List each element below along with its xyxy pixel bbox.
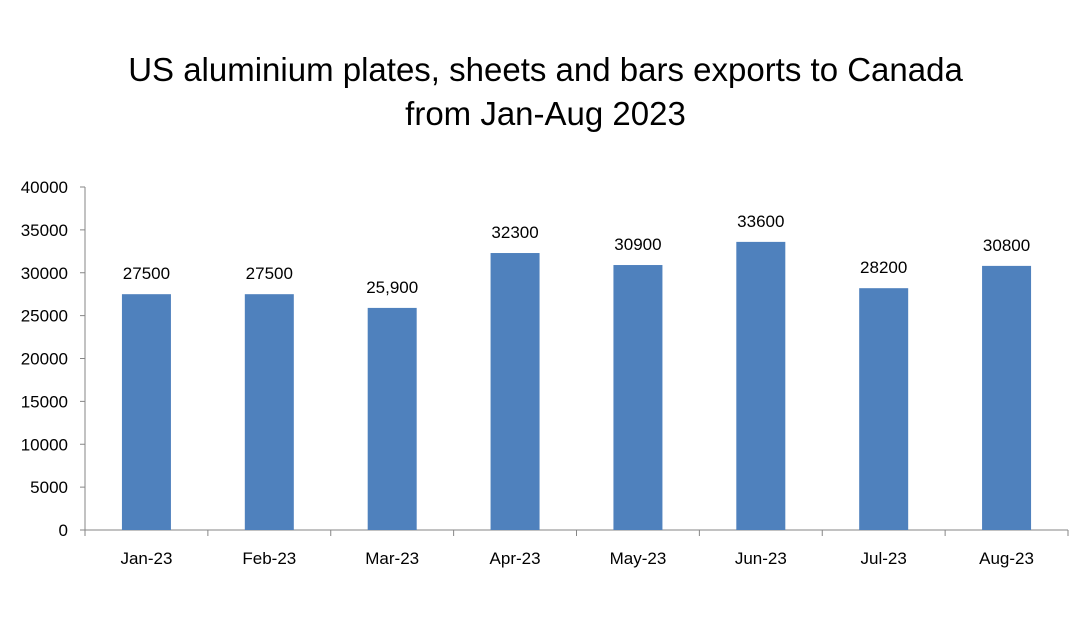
- data-label: 30900: [614, 235, 661, 254]
- bar: [736, 241, 786, 530]
- data-label: 27500: [246, 264, 293, 283]
- bar: [244, 294, 294, 530]
- y-tick-label: 20000: [21, 350, 68, 369]
- y-tick-label: 40000: [21, 178, 68, 197]
- data-label: 32300: [491, 223, 538, 242]
- data-label: 25,900: [366, 278, 418, 297]
- chart-title-line-1: US aluminium plates, sheets and bars exp…: [128, 51, 963, 88]
- x-tick-label: Mar-23: [365, 549, 419, 568]
- y-tick-label: 25000: [21, 307, 68, 326]
- bar: [613, 265, 663, 530]
- chart-title-line-2: from Jan-Aug 2023: [405, 95, 686, 132]
- data-label: 28200: [860, 258, 907, 277]
- x-tick-label: Aug-23: [979, 549, 1034, 568]
- y-tick-label: 15000: [21, 392, 68, 411]
- y-tick-label: 5000: [30, 478, 68, 497]
- bar: [982, 265, 1032, 530]
- data-label: 33600: [737, 212, 784, 231]
- y-tick-label: 0: [59, 521, 68, 540]
- y-tick-label: 30000: [21, 264, 68, 283]
- bar: [367, 307, 417, 530]
- data-label: 30800: [983, 236, 1030, 255]
- bar: [121, 294, 171, 530]
- x-tick-label: Feb-23: [242, 549, 296, 568]
- data-label: 27500: [123, 264, 170, 283]
- chart-title: US aluminium plates, sheets and bars exp…: [0, 48, 1091, 136]
- x-tick-label: May-23: [610, 549, 667, 568]
- y-tick-label: 10000: [21, 435, 68, 454]
- x-tick-label: Jan-23: [120, 549, 172, 568]
- bar: [490, 253, 540, 530]
- x-tick-label: Jul-23: [861, 549, 907, 568]
- y-tick-label: 35000: [21, 221, 68, 240]
- x-tick-label: Jun-23: [735, 549, 787, 568]
- x-tick-label: Apr-23: [490, 549, 541, 568]
- bar: [859, 288, 909, 530]
